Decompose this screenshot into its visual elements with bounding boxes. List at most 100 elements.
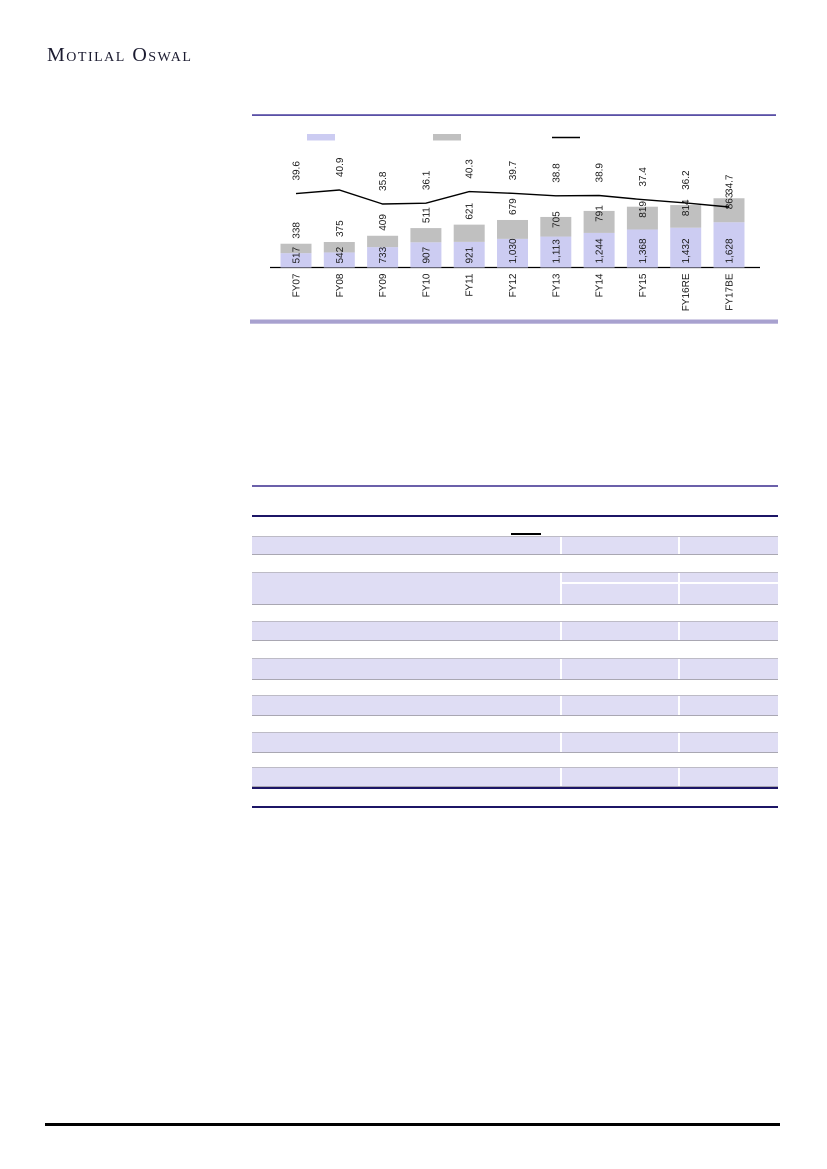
bar-top-segment — [626, 206, 658, 230]
line-value-label: 40.9 — [335, 157, 346, 177]
bar-value-label: 1,244 — [595, 238, 606, 263]
bar-base-segment — [626, 229, 658, 268]
column-divider — [678, 768, 680, 786]
line-value-label: 37.4 — [638, 167, 649, 187]
bar-base-segment — [583, 232, 615, 268]
bar-value-label: 705 — [551, 211, 562, 228]
table-row — [252, 621, 778, 641]
motilal-oswal-logo: Motilal Oswal — [47, 44, 193, 66]
column-divider — [560, 768, 562, 786]
bar-value-label: 517 — [292, 246, 303, 263]
bar-base-segment — [453, 241, 485, 268]
line-value-label: 39.7 — [508, 160, 519, 180]
bar-top-segment — [497, 219, 528, 239]
x-axis-label: FY17BE — [725, 273, 736, 311]
bar-value-label: 1,432 — [681, 238, 692, 263]
column-divider — [678, 733, 680, 752]
line-value-label: 40.3 — [465, 159, 476, 179]
bar-value-label: 1,113 — [551, 239, 562, 264]
x-axis-label: FY07 — [292, 273, 303, 297]
bar-top-segment — [367, 235, 399, 248]
line-value-label: 34.7 — [725, 174, 736, 194]
stacked-bar-line-chart: 517 338 39.6 FY07 542 375 40.9 FY08 733 409 35.8 FY… — [250, 108, 778, 326]
bar-top-segment — [713, 198, 745, 223]
column-divider — [560, 622, 562, 640]
chart-bottom-band — [250, 319, 778, 324]
bar-value-label: 621 — [465, 203, 476, 220]
bar-value-label: 814 — [681, 199, 692, 216]
x-axis-label: FY16RE — [681, 273, 692, 311]
line-value-label: 36.1 — [421, 170, 432, 190]
x-axis-label: FY10 — [421, 273, 432, 297]
table-header-navy-rule — [252, 515, 778, 517]
line-value-label: 35.8 — [378, 171, 389, 191]
column-divider — [678, 622, 680, 640]
bar-value-label: 409 — [378, 214, 389, 231]
bar-base-segment — [540, 236, 572, 268]
page-footer-rule — [45, 1123, 780, 1126]
table-row — [252, 536, 778, 555]
bar-value-label: 375 — [335, 220, 346, 237]
bar-value-label: 863 — [725, 192, 736, 209]
bar-value-label: 1,628 — [725, 238, 736, 263]
table-row — [252, 732, 778, 753]
bar-base-segment — [367, 247, 399, 268]
column-divider — [560, 659, 562, 679]
bar-value-label: 819 — [638, 201, 649, 218]
table-row — [252, 658, 778, 680]
table-footer-navy-rule — [252, 787, 778, 789]
x-axis-label: FY08 — [335, 273, 346, 297]
bar-base-segment — [410, 242, 442, 268]
table-end-navy-rule — [252, 806, 778, 808]
bar-value-label: 921 — [465, 246, 476, 263]
x-axis-label: FY12 — [508, 273, 519, 297]
bar-value-label: 542 — [335, 246, 346, 263]
line-value-label: 38.9 — [595, 163, 606, 183]
bar-base-segment — [670, 227, 702, 268]
row-inner-divider — [560, 582, 778, 584]
bar-value-label: 907 — [421, 246, 432, 263]
bar-value-label: 791 — [595, 205, 606, 222]
bar-top-segment — [410, 228, 442, 243]
table-row — [252, 695, 778, 716]
line-value-label: 39.6 — [292, 161, 303, 181]
bar-value-label: 1,030 — [508, 238, 519, 263]
x-axis-label: FY09 — [378, 273, 389, 297]
bar-top-segment — [323, 242, 355, 253]
chart-canvas: 517 338 39.6 FY07 542 375 40.9 FY08 733 409 35.8 FY… — [250, 114, 778, 324]
table-header-underline — [511, 533, 541, 535]
line-value-label: 38.8 — [551, 163, 562, 183]
column-divider — [678, 573, 680, 604]
bar-value-label: 733 — [378, 246, 389, 263]
column-divider — [678, 659, 680, 679]
x-axis-label: FY14 — [595, 273, 606, 297]
bar-top-segment — [280, 243, 312, 254]
bar-top-segment — [670, 205, 702, 228]
bar-base-segment — [323, 252, 355, 268]
table-row — [252, 767, 778, 787]
bar-top-segment — [540, 216, 572, 237]
percent-line-path — [295, 189, 730, 208]
legend-swatch-top — [433, 134, 461, 141]
line-value-label: 36.2 — [681, 170, 692, 190]
x-axis-label: FY15 — [638, 273, 649, 297]
bar-base-segment — [497, 238, 528, 268]
column-divider — [678, 696, 680, 715]
x-axis-label: FY13 — [551, 273, 562, 297]
bar-value-label: 679 — [508, 198, 519, 215]
bar-top-segment — [453, 224, 485, 242]
bar-top-segment — [583, 210, 615, 233]
table-top-purple-rule — [252, 485, 778, 487]
bar-value-label: 511 — [421, 207, 432, 223]
table-row-double — [252, 572, 778, 605]
legend-swatch-base — [307, 134, 335, 141]
bar-base-segment — [280, 253, 312, 268]
column-divider — [560, 573, 562, 604]
column-divider — [560, 733, 562, 752]
column-divider — [678, 537, 680, 554]
x-axis-label: FY11 — [465, 273, 476, 297]
bar-value-label: 1,368 — [638, 238, 649, 263]
column-divider — [560, 537, 562, 554]
column-divider — [560, 696, 562, 715]
